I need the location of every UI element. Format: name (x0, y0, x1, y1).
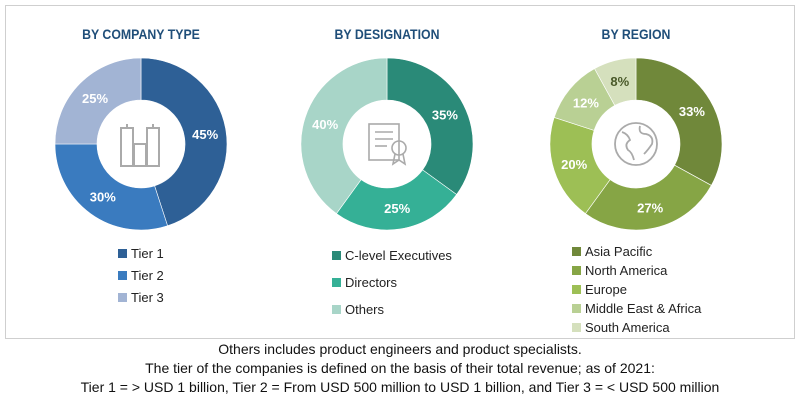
data-label: 33% (679, 104, 705, 119)
data-label: 25% (82, 91, 108, 106)
data-label: 8% (610, 74, 629, 89)
legend-label: Europe (585, 282, 627, 297)
legend-item: Tier 3 (118, 286, 164, 308)
legend: C-level Executives Directors Others (332, 242, 452, 323)
legend-label: North America (585, 263, 668, 278)
legend-label: Middle East & Africa (585, 301, 702, 316)
legend-swatch (118, 270, 127, 280)
data-label: 12% (573, 96, 599, 111)
legend-item: Tier 2 (118, 264, 164, 286)
donut-slice (300, 57, 388, 214)
donut-slice (594, 57, 637, 106)
donut-chart: 45% 30% 25% (54, 57, 228, 231)
chart-title: BY COMPANY TYPE (82, 26, 200, 42)
data-label: 35% (432, 107, 458, 122)
globe-icon (614, 122, 658, 166)
legend-item: South America (572, 318, 701, 337)
legend-swatch (332, 278, 341, 287)
legend-label: Tier 3 (131, 289, 164, 305)
data-label: 40% (312, 117, 338, 132)
legend-label: South America (585, 320, 670, 335)
legend-label: Tier 2 (131, 267, 164, 283)
legend-item: Asia Pacific (572, 242, 701, 261)
chart-frame (5, 5, 795, 339)
legend-label: Tier 1 (131, 245, 164, 261)
donut-slice (635, 57, 723, 186)
legend-item: Middle East & Africa (572, 299, 701, 318)
legend-swatch (572, 285, 581, 294)
footnote-line-2: The tier of the companies is defined on … (145, 360, 655, 376)
donut-slice (585, 164, 712, 231)
donut-slice (140, 57, 228, 227)
legend-swatch (572, 266, 581, 275)
legend: Asia Pacific North America Europe Middle Ea… (572, 242, 701, 337)
data-label: 27% (637, 200, 663, 215)
donut-slice (336, 169, 457, 231)
legend-label: Directors (345, 275, 398, 290)
legend-label: Others (345, 302, 385, 317)
legend-label: Asia Pacific (585, 244, 653, 259)
donut-slice (54, 143, 168, 231)
data-label: 20% (561, 157, 587, 172)
data-label: 30% (90, 190, 116, 205)
legend-item: North America (572, 261, 701, 280)
footnote: Others includes product engineers and pr… (0, 340, 800, 397)
legend-label: C-level Executives (345, 248, 452, 263)
data-label: 45% (192, 127, 218, 142)
legend-item: C-level Executives (332, 242, 452, 269)
footnote-line-1: Others includes product engineers and pr… (218, 341, 582, 357)
certificate-icon (368, 123, 407, 166)
legend-item: Others (332, 296, 452, 323)
donut-chart: 35% 25% 40% (300, 57, 474, 231)
legend-item: Europe (572, 280, 701, 299)
legend-swatch (572, 247, 581, 256)
donut-slice (54, 57, 142, 145)
legend-swatch (332, 251, 341, 260)
data-label: 25% (384, 201, 410, 216)
legend-item: Directors (332, 269, 452, 296)
legend-swatch (572, 323, 581, 332)
legend-swatch (118, 292, 127, 302)
legend-item: Tier 1 (118, 242, 164, 264)
donut-chart: 33% 27% 20% 12% 8% (549, 57, 723, 231)
chart-title: BY DESIGNATION (334, 26, 440, 42)
legend: Tier 1 Tier 2 Tier 3 (118, 242, 164, 308)
footnote-line-3: Tier 1 = > USD 1 billion, Tier 2 = From … (80, 379, 720, 395)
legend-swatch (332, 305, 341, 314)
legend-swatch (572, 304, 581, 313)
legend-swatch (118, 248, 127, 258)
donut-slice (386, 57, 474, 195)
buildings-icon (120, 124, 160, 167)
chart-title: BY REGION (601, 26, 671, 42)
